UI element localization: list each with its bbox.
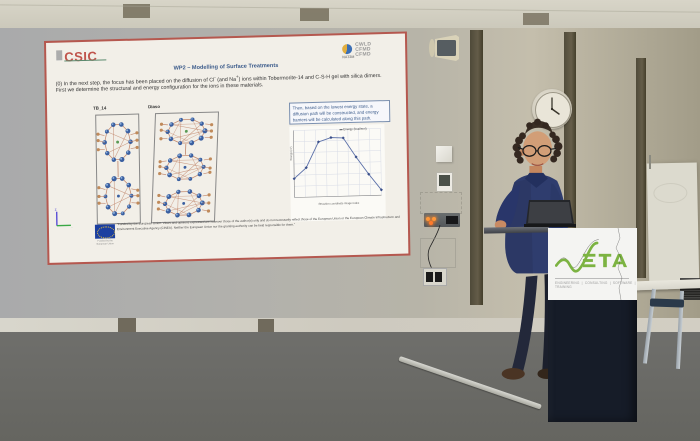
svg-text:z: z — [55, 207, 57, 212]
svg-text:x: x — [71, 225, 73, 227]
